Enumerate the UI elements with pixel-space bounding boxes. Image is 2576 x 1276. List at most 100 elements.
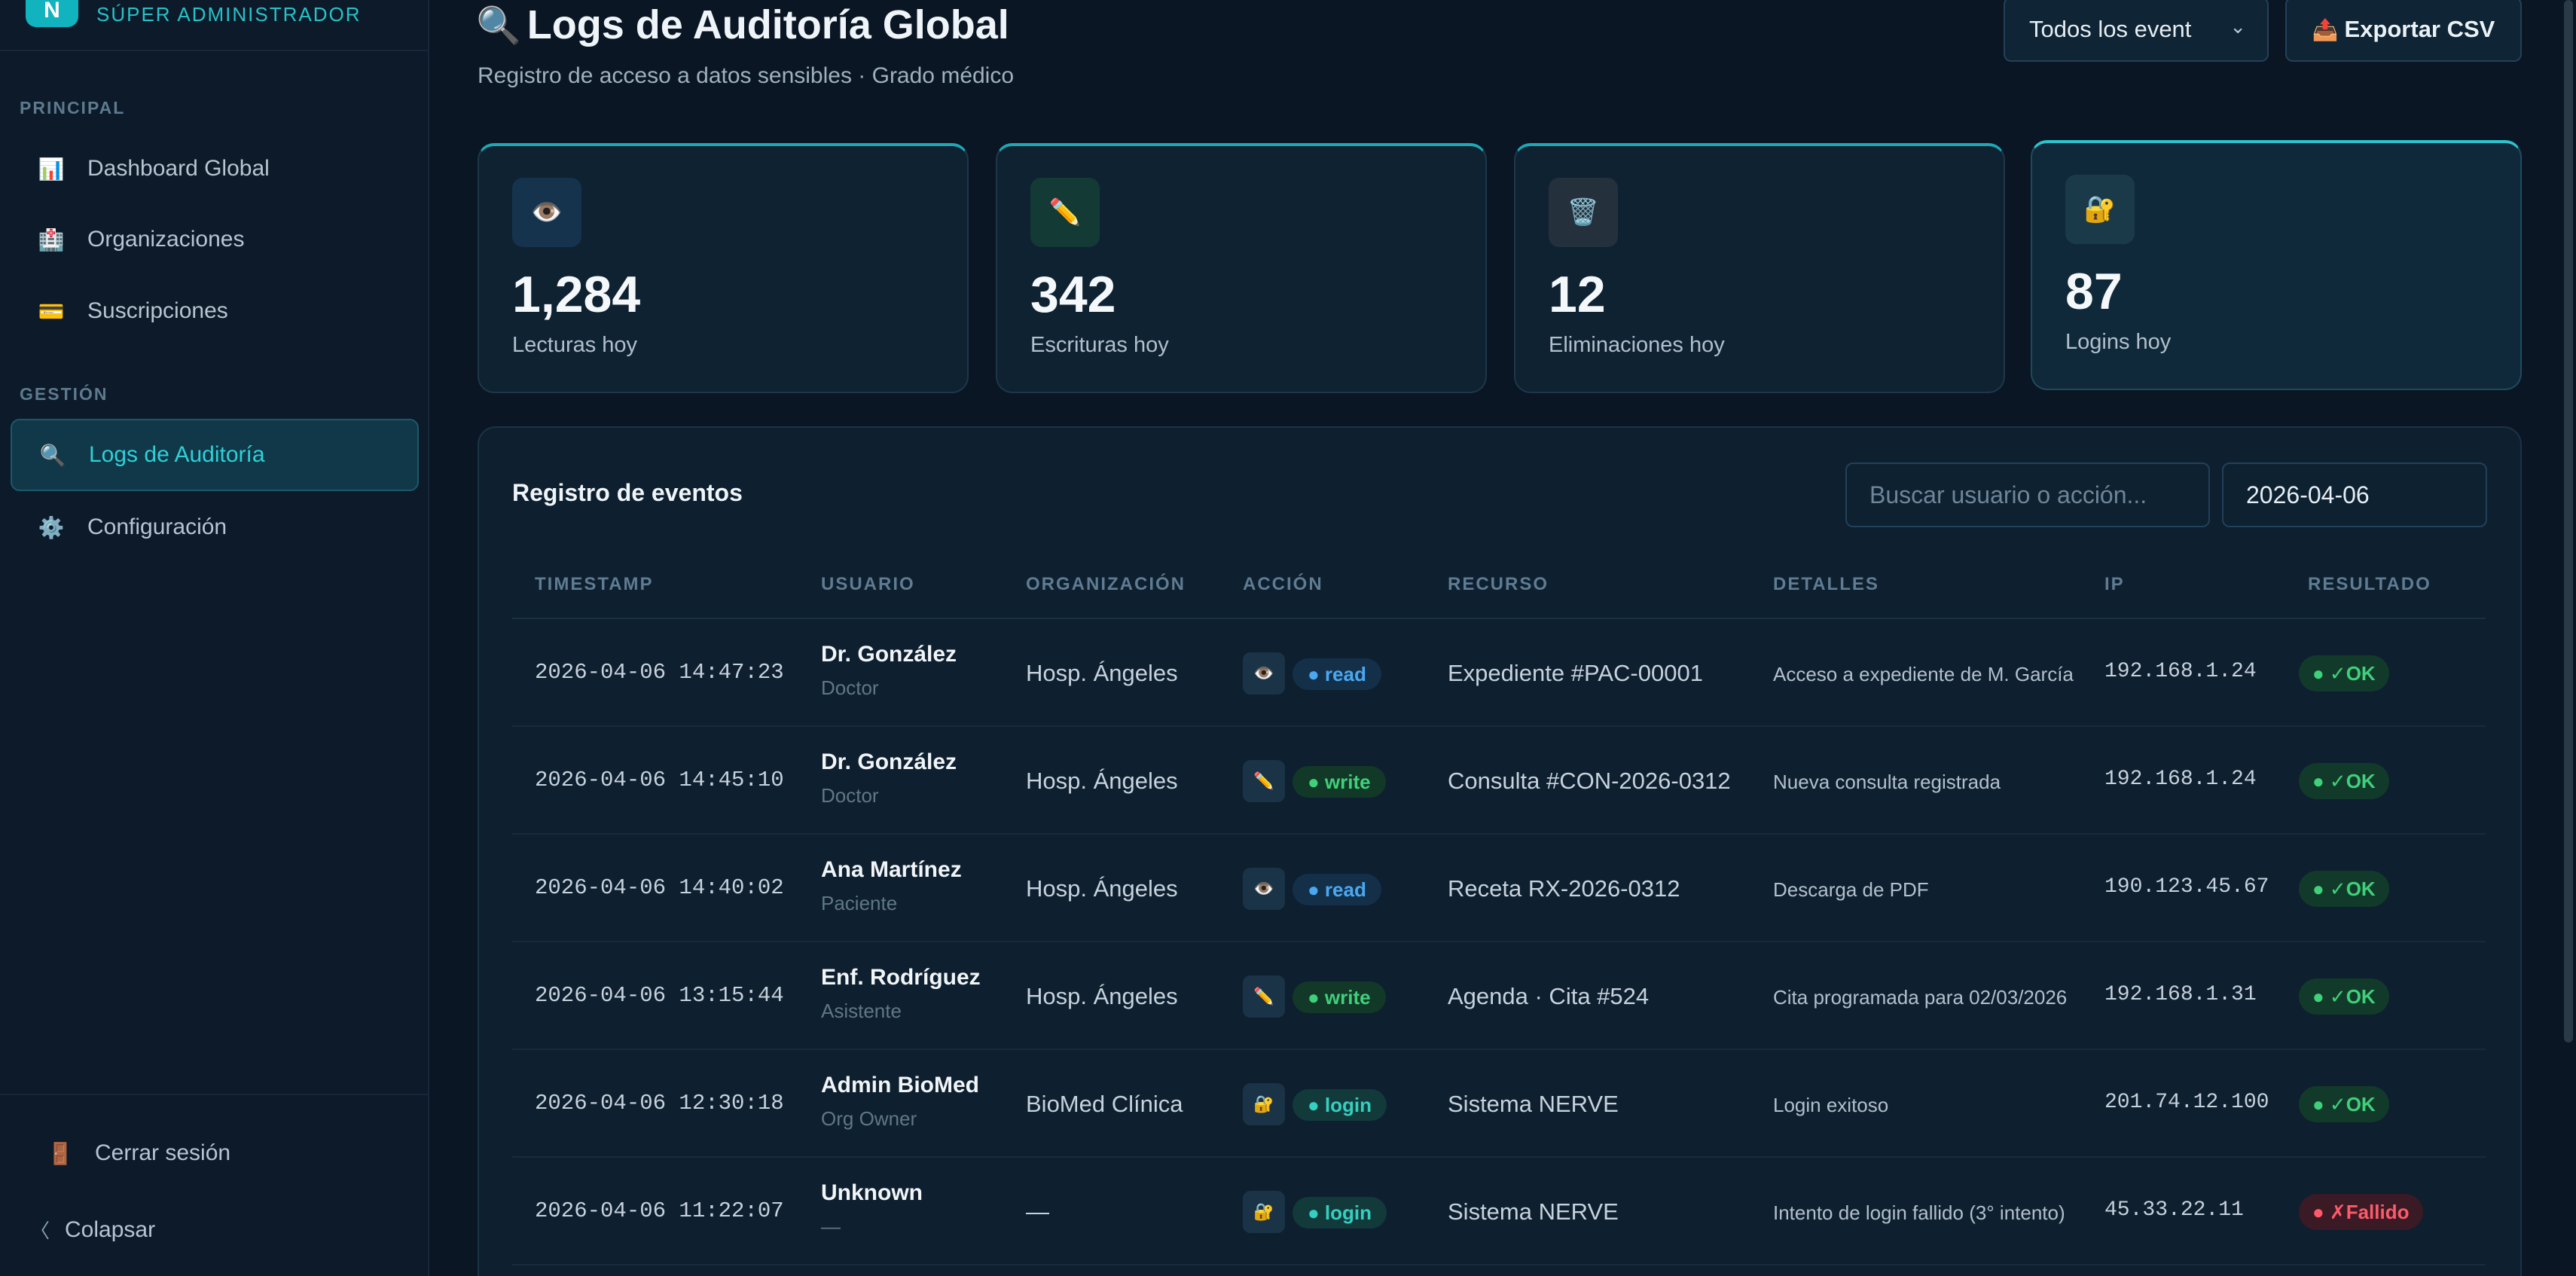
user-role: Paciente — [821, 892, 898, 914]
logout-button[interactable]: 🚪 Cerrar sesión — [45, 1140, 231, 1166]
action-badge: ● write — [1293, 766, 1386, 798]
ip-cell: 192.168.1.24 — [2104, 768, 2257, 791]
table-row[interactable]: 2026-04-06 14:47:23 Dr. González Doctor Hos… — [512, 619, 2486, 727]
timestamp-cell: 2026-04-06 12:30:18 — [535, 1091, 784, 1116]
user-name: Dr. González — [821, 749, 957, 774]
page-title-text: Logs de Auditoría Global — [526, 2, 1009, 47]
ip-cell: 192.168.1.24 — [2104, 660, 2257, 683]
column-header-usuario[interactable]: USUARIO — [821, 574, 915, 594]
result-badge: ● ✓OK — [2299, 1086, 2389, 1122]
user-role: — — [821, 1215, 841, 1238]
result-badge: ● ✓OK — [2299, 871, 2389, 907]
stat-value: 1,284 — [512, 266, 641, 323]
table-row[interactable]: 2026-04-06 14:40:02 Ana Martínez Paciente H… — [512, 835, 2486, 942]
ip-cell: 45.33.22.11 — [2104, 1198, 2244, 1222]
chevron-down-icon: ⌄ — [2230, 15, 2246, 38]
column-header-resultado[interactable]: RESULTADO — [2308, 574, 2431, 594]
date-field[interactable]: 2026-04-06 — [2222, 462, 2487, 527]
outbox-icon: 📤 — [2312, 17, 2339, 41]
eye-icon: 👁️ — [1243, 868, 1285, 910]
logout-label: Cerrar sesión — [95, 1140, 231, 1165]
action-badge: ● read — [1293, 658, 1381, 690]
details-cell: Acceso a expediente de M. García — [1773, 663, 2074, 685]
table-row[interactable]: 2026-04-06 13:15:44 Enf. Rodríguez Asisten… — [512, 942, 2486, 1050]
page-title: 🔍 Logs de Auditoría Global — [476, 0, 1009, 50]
resource-cell: Sistema NERVE — [1448, 1198, 1619, 1225]
section-label-gestion: GESTIÓN — [20, 384, 108, 404]
stat-card-reads: 👁️ 1,284 Lecturas hoy — [478, 143, 969, 393]
organization-cell: Hosp. Ángeles — [1026, 660, 1178, 686]
pencil-icon: ✏️ — [1243, 760, 1285, 802]
details-cell: Login exitoso — [1773, 1094, 1889, 1116]
sidebar-item-logs-auditoria[interactable]: 🔍 Logs de Auditoría — [11, 419, 419, 491]
pencil-icon: ✏️ — [1030, 178, 1100, 247]
credit-card-icon: 💳 — [38, 299, 65, 323]
event-type-filter[interactable]: Todos los event ⌄ — [2004, 0, 2269, 62]
sidebar-item-suscripciones[interactable]: 💳 Suscripciones — [11, 275, 419, 347]
ip-cell: 201.74.12.100 — [2104, 1091, 2269, 1114]
column-header-organizacion[interactable]: ORGANIZACIÓN — [1026, 574, 1186, 594]
action-badge: ● login — [1293, 1089, 1387, 1121]
table-row[interactable]: 2026-04-06 11:22:07 Unknown — — 🔐 ● login Sist… — [512, 1158, 2486, 1265]
events-panel-title: Registro de eventos — [512, 479, 743, 506]
section-label-principal: PRINCIPAL — [20, 98, 126, 118]
column-header-accion[interactable]: ACCIÓN — [1243, 574, 1323, 594]
timestamp-cell: 2026-04-06 14:45:10 — [535, 768, 784, 792]
hospital-icon: 🏥 — [38, 227, 65, 252]
stat-label: Lecturas hoy — [512, 333, 638, 357]
timestamp-cell: 2026-04-06 14:47:23 — [535, 660, 784, 685]
stat-value: 12 — [1549, 266, 1606, 323]
resource-cell: Consulta #CON-2026-0312 — [1448, 768, 1731, 794]
user-role: Org Owner — [821, 1107, 917, 1130]
stat-card-writes: ✏️ 342 Escrituras hoy — [996, 143, 1487, 393]
result-badge: ● ✓OK — [2299, 763, 2389, 799]
organization-cell: Hosp. Ángeles — [1026, 768, 1178, 794]
table-row[interactable]: 2026-04-06 12:30:18 Admin BioMed Org Owner… — [512, 1050, 2486, 1158]
sidebar: N SÚPER ADMINISTRADOR PRINCIPAL 📊 Dashbo… — [0, 0, 429, 1276]
lock-key-icon: 🔐 — [1243, 1191, 1285, 1233]
stat-label: Escrituras hoy — [1030, 333, 1169, 357]
stat-value: 342 — [1030, 266, 1116, 323]
ip-cell: 190.123.45.67 — [2104, 875, 2269, 899]
column-header-detalles[interactable]: DETALLES — [1773, 574, 1879, 594]
organization-cell: — — [1026, 1198, 1049, 1225]
app-logo: N — [26, 0, 78, 27]
details-cell: Cita programada para 02/03/2026 — [1773, 986, 2068, 1009]
sidebar-item-label: Dashboard Global — [87, 156, 270, 181]
action-badge: ● login — [1293, 1197, 1387, 1229]
organization-cell: Hosp. Ángeles — [1026, 875, 1178, 902]
user-name: Dr. González — [821, 642, 957, 667]
sidebar-footer: 🚪 Cerrar sesión 〈 Colapsar — [0, 1094, 429, 1276]
details-cell: Nueva consulta registrada — [1773, 771, 2001, 793]
action-badge: ● write — [1293, 981, 1386, 1013]
user-role-label: SÚPER ADMINISTRADOR — [96, 3, 362, 26]
page-scrollbar[interactable] — [2564, 0, 2573, 1042]
chevron-left-icon: 〈 — [30, 1220, 50, 1242]
eye-icon: 👁️ — [512, 178, 581, 247]
column-header-ip[interactable]: IP — [2104, 574, 2125, 594]
user-role: Asistente — [821, 1000, 902, 1022]
user-role: Doctor — [821, 784, 879, 807]
resource-cell: Expediente #PAC-00001 — [1448, 660, 1703, 686]
sidebar-item-dashboard-global[interactable]: 📊 Dashboard Global — [11, 133, 419, 205]
table-row[interactable]: 2026-04-06 14:45:10 Dr. González Doctor Hos… — [512, 727, 2486, 835]
collapse-sidebar-button[interactable]: 〈 Colapsar — [30, 1216, 155, 1244]
organization-cell: BioMed Clínica — [1026, 1091, 1183, 1117]
timestamp-cell: 2026-04-06 14:40:02 — [535, 875, 784, 900]
column-header-recurso[interactable]: RECURSO — [1448, 574, 1549, 594]
sidebar-item-configuracion[interactable]: ⚙️ Configuración — [11, 491, 419, 563]
ip-cell: 192.168.1.31 — [2104, 983, 2257, 1006]
search-input[interactable] — [1845, 462, 2210, 527]
organization-cell: Hosp. Ángeles — [1026, 983, 1178, 1009]
user-name: Ana Martínez — [821, 857, 962, 882]
column-header-timestamp[interactable]: TIMESTAMP — [535, 574, 654, 594]
user-role: Doctor — [821, 676, 879, 699]
sidebar-item-organizaciones[interactable]: 🏥 Organizaciones — [11, 203, 419, 276]
sidebar-item-label: Configuración — [87, 514, 227, 539]
stat-card-logins: 🔐 87 Logins hoy — [2031, 140, 2522, 390]
details-cell: Descarga de PDF — [1773, 878, 1929, 901]
events-panel: Registro de eventos 2026-04-06 TIMESTAMP… — [478, 426, 2522, 1276]
door-icon: 🚪 — [47, 1141, 74, 1165]
result-badge: ● ✗Fallido — [2299, 1194, 2423, 1230]
export-csv-button[interactable]: 📤 Exportar CSV — [2285, 0, 2522, 62]
